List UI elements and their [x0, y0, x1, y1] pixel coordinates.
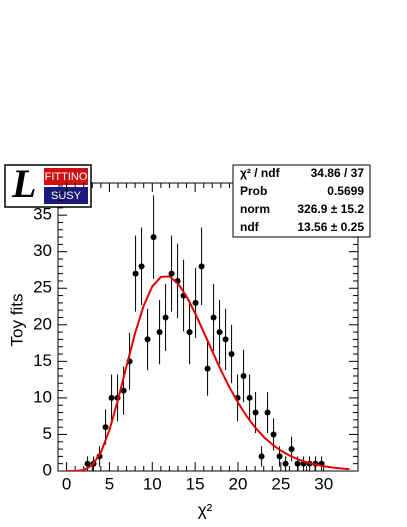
- data-point: [198, 263, 205, 270]
- data-point: [240, 372, 247, 379]
- data-point: [276, 453, 283, 460]
- data-point: [228, 351, 235, 358]
- stats-label: Prob: [240, 184, 267, 198]
- x-tick-label: 5: [105, 474, 114, 493]
- data-point: [288, 446, 295, 453]
- y-tick-label: 25: [33, 278, 52, 297]
- data-point: [156, 329, 163, 336]
- y-tick-label: 5: [43, 424, 52, 443]
- stats-label: ndf: [240, 220, 260, 234]
- data-point: [204, 365, 211, 372]
- data-point: [138, 263, 145, 270]
- fit-curve: [66, 275, 350, 471]
- stats-value: 13.56 ± 0.25: [297, 220, 364, 234]
- x-tick-label: 10: [143, 474, 162, 493]
- data-point: [216, 329, 223, 336]
- x-axis-label: χ²: [198, 500, 213, 519]
- y-tick-label: 30: [33, 241, 52, 260]
- data-point: [264, 409, 271, 416]
- stats-value: 326.9 ± 15.2: [297, 202, 364, 216]
- logo-letter: L: [11, 161, 36, 206]
- logo-top-text: FITTINO: [45, 171, 88, 183]
- data-point: [192, 299, 199, 306]
- stats-frame: [232, 164, 371, 238]
- y-tick-label: 0: [43, 460, 52, 479]
- x-tick-label: 20: [229, 474, 248, 493]
- data-point: [282, 460, 289, 467]
- data-point: [102, 424, 109, 431]
- data-point: [150, 234, 157, 241]
- data-point: [186, 329, 193, 336]
- x-tick-label: 30: [314, 474, 333, 493]
- x-tick-label: 0: [62, 474, 71, 493]
- data-point: [270, 431, 277, 438]
- data-point: [294, 460, 301, 467]
- data-point: [132, 270, 139, 277]
- data-point: [120, 387, 127, 394]
- data-point: [162, 314, 169, 321]
- stats-box: χ² / ndf 34.86 / 37 Prob 0.5699 norm 326.9 ± …: [232, 164, 371, 238]
- logo-band-top: [44, 168, 88, 185]
- x-tick-label: 25: [271, 474, 290, 493]
- stats-value: 34.86 / 37: [311, 166, 365, 180]
- stats-value: 0.5699: [327, 184, 364, 198]
- y-tick-label: 20: [33, 314, 52, 333]
- plot-frame: [57, 182, 359, 472]
- data-point: [108, 394, 115, 401]
- y-axis-label: Toy fits: [7, 294, 26, 347]
- data-point: [144, 336, 151, 343]
- data-point: [84, 460, 91, 467]
- stats-label: norm: [240, 202, 270, 216]
- data-point: [222, 336, 229, 343]
- logo-band-bottom: [44, 187, 88, 204]
- data-point: [246, 394, 253, 401]
- data-point: [168, 270, 175, 277]
- stats-label: χ² / ndf: [240, 166, 281, 180]
- y-tick-label: 35: [33, 205, 52, 224]
- data-point: [252, 409, 259, 416]
- logo: L FITTINO SUSY: [4, 161, 92, 208]
- x-tick-label: 15: [186, 474, 205, 493]
- data-point: [210, 314, 217, 321]
- y-tick-label: 10: [33, 387, 52, 406]
- data-point: [258, 453, 265, 460]
- y-tick-label: 15: [33, 351, 52, 370]
